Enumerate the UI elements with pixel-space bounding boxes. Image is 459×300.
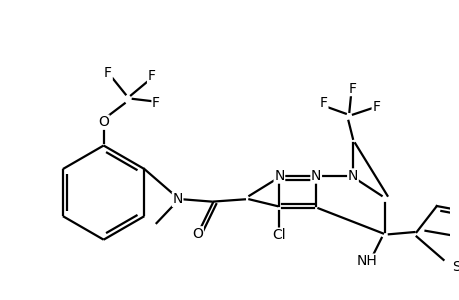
Text: N: N: [310, 169, 321, 183]
Text: O: O: [98, 115, 109, 129]
Text: N: N: [347, 169, 358, 183]
Text: O: O: [192, 227, 203, 241]
Text: S: S: [451, 260, 459, 274]
Text: F: F: [104, 66, 112, 80]
Text: F: F: [348, 82, 356, 96]
Text: N: N: [274, 169, 284, 183]
Text: N: N: [172, 192, 182, 206]
Text: Cl: Cl: [272, 228, 285, 242]
Text: F: F: [152, 96, 160, 110]
Text: F: F: [319, 96, 327, 110]
Text: F: F: [147, 70, 155, 83]
Text: NH: NH: [356, 254, 377, 268]
Text: F: F: [371, 100, 380, 113]
